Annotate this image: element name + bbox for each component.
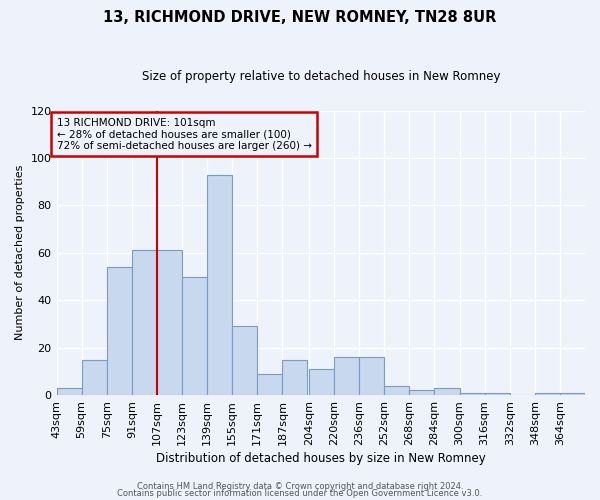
Bar [560, 392, 585, 395]
X-axis label: Distribution of detached houses by size in New Romney: Distribution of detached houses by size … [156, 452, 485, 465]
Bar [182, 276, 207, 395]
Text: Contains HM Land Registry data © Crown copyright and database right 2024.: Contains HM Land Registry data © Crown c… [137, 482, 463, 491]
Bar [283, 360, 307, 395]
Bar [334, 357, 359, 395]
Bar [359, 357, 384, 395]
Bar [107, 267, 132, 395]
Bar [535, 392, 560, 395]
Bar [434, 388, 460, 395]
Bar [485, 392, 510, 395]
Bar [384, 386, 409, 395]
Bar [409, 390, 434, 395]
Bar [56, 388, 82, 395]
Bar [309, 369, 334, 395]
Text: 13 RICHMOND DRIVE: 101sqm
← 28% of detached houses are smaller (100)
72% of semi: 13 RICHMOND DRIVE: 101sqm ← 28% of detac… [56, 118, 311, 151]
Bar [232, 326, 257, 395]
Text: Contains public sector information licensed under the Open Government Licence v3: Contains public sector information licen… [118, 489, 482, 498]
Text: 13, RICHMOND DRIVE, NEW ROMNEY, TN28 8UR: 13, RICHMOND DRIVE, NEW ROMNEY, TN28 8UR [103, 10, 497, 25]
Bar [82, 360, 107, 395]
Bar [132, 250, 157, 395]
Bar [207, 174, 232, 395]
Bar [257, 374, 283, 395]
Title: Size of property relative to detached houses in New Romney: Size of property relative to detached ho… [142, 70, 500, 83]
Bar [157, 250, 182, 395]
Y-axis label: Number of detached properties: Number of detached properties [15, 165, 25, 340]
Bar [460, 392, 485, 395]
